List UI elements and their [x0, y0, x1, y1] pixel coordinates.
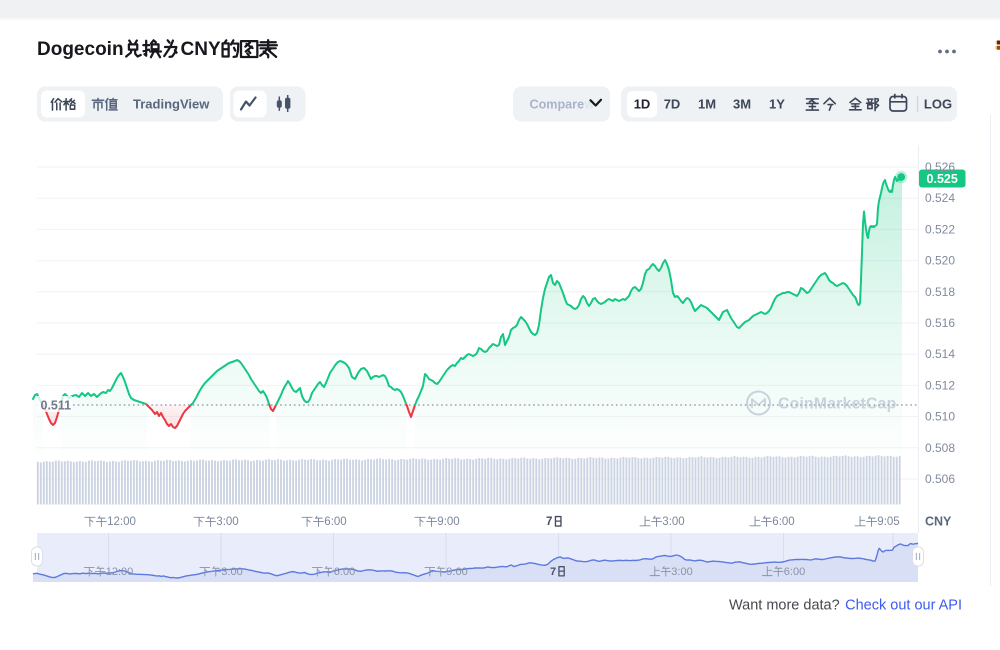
svg-text:0.508: 0.508	[925, 441, 955, 455]
svg-text:Dogecoin: Dogecoin	[37, 39, 124, 60]
svg-text:w: w	[584, 98, 595, 112]
svg-text:Compare: Compare	[530, 98, 585, 112]
svg-text:LOG: LOG	[924, 97, 952, 112]
svg-text:3:00: 3:00	[216, 516, 238, 528]
svg-text:12:00: 12:00	[106, 566, 134, 578]
svg-text:6:00: 6:00	[772, 516, 794, 528]
svg-text:3:00: 3:00	[671, 566, 692, 578]
svg-text:1Y: 1Y	[769, 97, 785, 112]
svg-text:0.516: 0.516	[925, 316, 955, 330]
svg-text:0.524: 0.524	[925, 191, 955, 205]
svg-text:7: 7	[546, 516, 552, 528]
svg-text:TradingView: TradingView	[133, 97, 210, 112]
svg-text:12:00: 12:00	[107, 516, 136, 528]
svg-text:9:05: 9:05	[877, 516, 899, 528]
svg-text:CNY: CNY	[925, 515, 952, 529]
svg-text:CoinMarketCap: CoinMarketCap	[778, 396, 896, 413]
svg-text:0.518: 0.518	[925, 285, 955, 299]
svg-text:0.511: 0.511	[41, 399, 72, 413]
svg-text:Check out our API: Check out our API	[845, 598, 962, 614]
svg-text:3M: 3M	[733, 97, 751, 112]
svg-text:Want more data?: Want more data?	[729, 598, 840, 614]
svg-text:6:00: 6:00	[324, 516, 346, 528]
svg-text:0.526: 0.526	[925, 160, 955, 174]
svg-text:0.522: 0.522	[925, 222, 955, 236]
svg-text:3:00: 3:00	[221, 566, 242, 578]
svg-text:CNY: CNY	[181, 39, 221, 60]
svg-text:0.512: 0.512	[925, 378, 955, 392]
svg-text:7: 7	[550, 566, 556, 578]
svg-text:0.525: 0.525	[927, 172, 958, 186]
svg-text:9:00: 9:00	[446, 566, 467, 578]
svg-text:6:00: 6:00	[334, 566, 355, 578]
svg-text:6:00: 6:00	[784, 566, 805, 578]
svg-text:0.506: 0.506	[925, 472, 955, 486]
svg-text:3:00: 3:00	[662, 516, 684, 528]
svg-text:0.514: 0.514	[925, 347, 955, 361]
svg-text:0.510: 0.510	[925, 410, 955, 424]
svg-text:1M: 1M	[698, 97, 716, 112]
svg-text:9:00: 9:00	[437, 516, 459, 528]
svg-text:0.520: 0.520	[925, 254, 955, 268]
svg-text:1D: 1D	[634, 97, 651, 112]
svg-text:7D: 7D	[664, 97, 681, 112]
